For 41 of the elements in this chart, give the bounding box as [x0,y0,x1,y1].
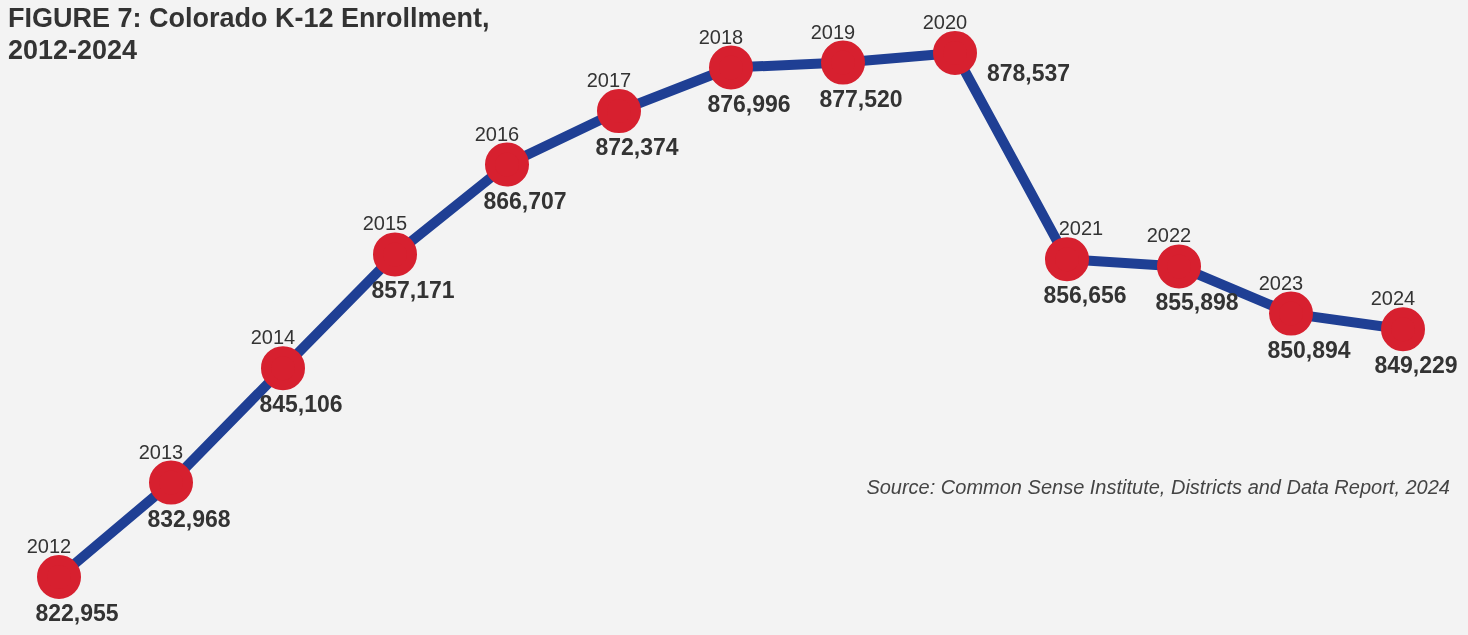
point [261,346,305,391]
point [37,555,81,599]
x-tick-label: 2020 [922,11,968,33]
point [821,40,865,85]
data-label: 872,374 [595,134,679,161]
point [709,45,753,90]
data-label: 845,106 [259,391,343,418]
x-tick-label: 2021 [1058,217,1104,240]
data-label: 857,171 [371,277,455,304]
point [1269,291,1313,336]
x-tick-label: 2015 [362,212,408,235]
point [597,89,641,134]
point [1381,307,1425,352]
x-tick-label: 2024 [1370,287,1416,310]
x-tick-label: 2023 [1258,271,1304,294]
point [373,232,417,277]
x-tick-label: 2012 [26,535,72,557]
data-label: 855,898 [1155,289,1239,316]
data-label: 822,955 [35,600,119,626]
data-label: 832,968 [147,505,231,532]
data-label: 850,894 [1267,336,1351,363]
point [933,31,977,75]
x-tick-label: 2022 [1146,224,1192,247]
data-label: 856,656 [1043,282,1127,309]
chart-title: FIGURE 7: Colorado K-12 Enrollment, 2012-2024 [8,2,490,66]
annotation: Source: Common Sense Institute, Districts and Data Report, 2024 [866,476,1450,499]
x-tick-label: 2014 [250,326,296,349]
x-tick-label: 2017 [586,69,632,92]
x-tick-label: 2016 [474,122,520,145]
data-label: 878,537 [987,60,1071,86]
data-label: 849,229 [1374,352,1458,379]
point [1157,244,1201,289]
point [1045,237,1089,282]
data-label: 877,520 [819,85,903,112]
point [149,460,193,505]
point [485,142,529,187]
x-tick-label: 2013 [138,440,184,463]
x-tick-label: 2019 [810,20,856,43]
x-tick-label: 2018 [698,25,744,48]
data-label: 866,707 [483,187,567,214]
data-label: 876,996 [707,90,791,117]
